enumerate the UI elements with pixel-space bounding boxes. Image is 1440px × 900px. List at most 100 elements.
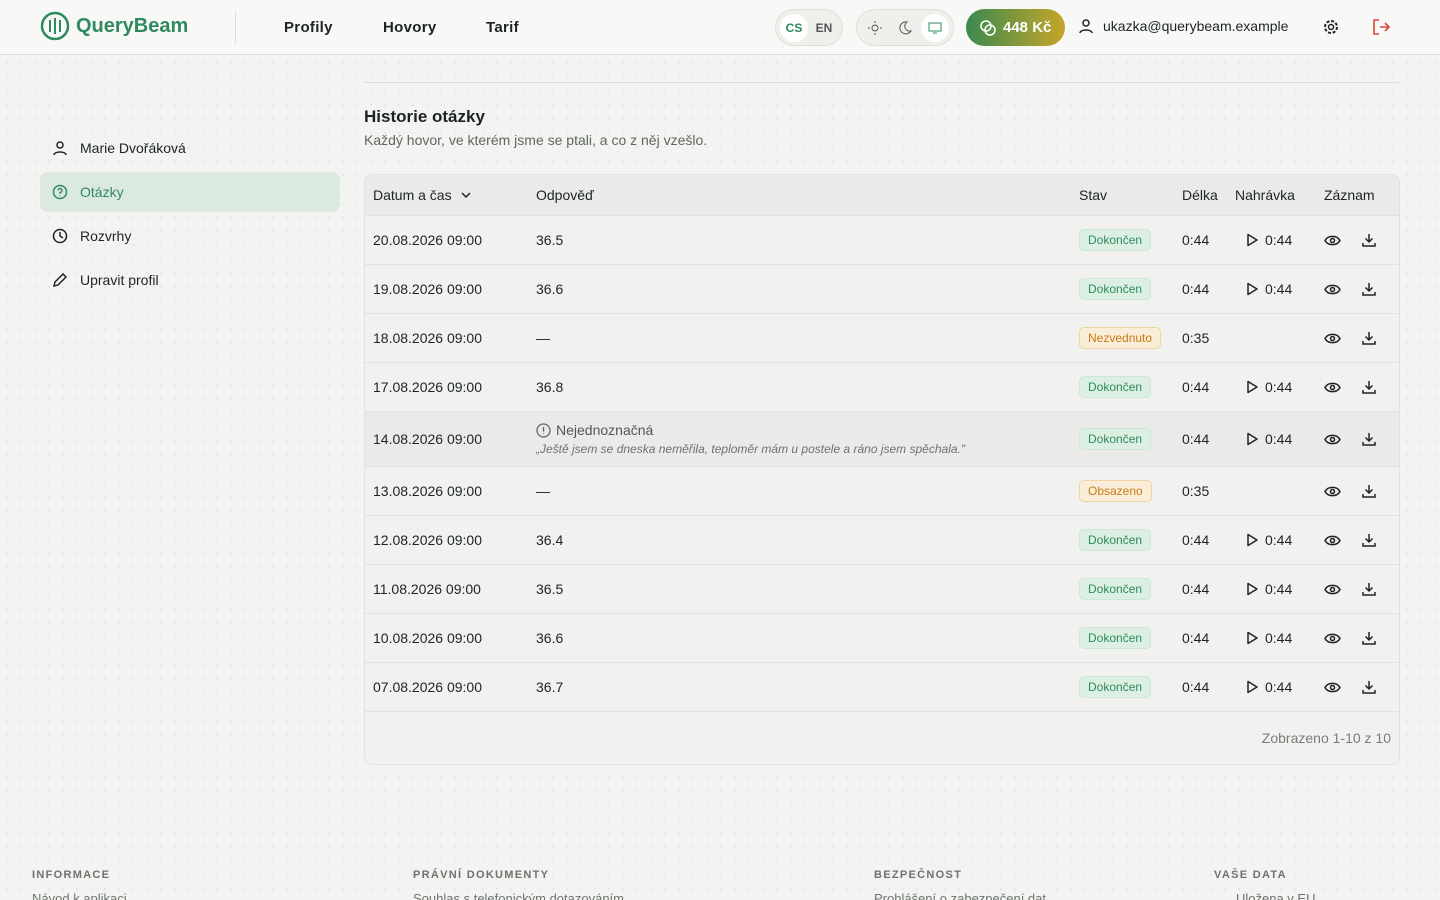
status-badge: Dokončen xyxy=(1079,627,1152,649)
duration: 0:44 xyxy=(1182,431,1210,447)
answer-cell: 36.6 xyxy=(536,281,1079,297)
view-button[interactable] xyxy=(1324,431,1341,448)
download-button[interactable] xyxy=(1361,532,1377,549)
play-button[interactable] xyxy=(1245,533,1259,547)
download-button[interactable] xyxy=(1361,232,1377,249)
footer-heading: BEZPEČNOST xyxy=(874,869,963,881)
sidebar-item[interactable]: Otázky xyxy=(40,172,340,212)
language[interactable]: EN xyxy=(815,20,833,35)
status-cell: Dokončen xyxy=(1079,376,1182,398)
recording-cell: 0:44 xyxy=(1235,379,1324,395)
section-title: Historie otázky xyxy=(364,107,485,126)
settings[interactable] xyxy=(1322,18,1340,36)
view-button[interactable] xyxy=(1324,581,1341,598)
play-button[interactable] xyxy=(1245,680,1259,694)
download-button[interactable] xyxy=(1361,483,1377,500)
play-button[interactable] xyxy=(1245,432,1259,446)
status-cell: Obsazeno xyxy=(1079,480,1182,502)
download-button[interactable] xyxy=(1361,379,1377,396)
answer-quote: „Ještě jsem se dneska neměřila, teploměr… xyxy=(536,442,966,456)
footer-link[interactable]: Prohlášení o zabezpečení dat xyxy=(874,891,1047,900)
download-button[interactable] xyxy=(1361,431,1377,448)
view-button[interactable] xyxy=(1324,630,1341,647)
sort-icon xyxy=(460,189,472,201)
download-button[interactable] xyxy=(1361,581,1377,598)
record-actions xyxy=(1324,581,1399,598)
logout[interactable] xyxy=(1372,18,1390,36)
date: 12.08.2026 09:00 xyxy=(373,532,482,548)
column-header: Nahrávka xyxy=(1235,187,1324,203)
play-button[interactable] xyxy=(1245,582,1259,596)
play-button[interactable] xyxy=(1245,282,1259,296)
play-button[interactable] xyxy=(1245,233,1259,247)
nav-link[interactable]: Hovory xyxy=(383,19,437,36)
download-button[interactable] xyxy=(1361,679,1377,696)
answer-cell: 36.5 xyxy=(536,581,1079,597)
column-header[interactable]: Datum a čas xyxy=(365,187,536,203)
record-actions xyxy=(1324,630,1399,647)
date: 19.08.2026 09:00 xyxy=(373,281,482,297)
column-label: Délka xyxy=(1182,187,1218,203)
view-button[interactable] xyxy=(1324,679,1341,696)
download-button[interactable] xyxy=(1361,281,1377,298)
column-label: Stav xyxy=(1079,187,1108,203)
answer: 36.6 xyxy=(536,630,564,646)
column-label: Záznam xyxy=(1324,187,1375,203)
download-button[interactable] xyxy=(1361,330,1377,347)
nav-link[interactable]: Tarif xyxy=(486,19,519,36)
record-actions xyxy=(1324,330,1399,347)
footer-heading: PRÁVNÍ DOKUMENTY xyxy=(413,869,550,881)
play-button[interactable] xyxy=(1245,380,1259,394)
status-cell: Nezvednuto xyxy=(1079,327,1182,349)
sidebar-item[interactable]: Upravit profil xyxy=(40,260,340,300)
table-summary: Zobrazeno 1-10 z 10 xyxy=(1261,730,1391,746)
column-label: Nahrávka xyxy=(1235,187,1295,203)
theme-light[interactable] xyxy=(861,14,889,42)
answer-cell: 36.4 xyxy=(536,532,1079,548)
date: 14.08.2026 09:00 xyxy=(373,431,482,447)
download-button[interactable] xyxy=(1361,630,1377,647)
recording-cell: 0:44 xyxy=(1235,630,1324,646)
answer: 36.6 xyxy=(536,281,564,297)
duration: 0:44 xyxy=(1182,379,1210,395)
view-button[interactable] xyxy=(1324,330,1341,347)
theme-switch xyxy=(856,9,954,46)
theme-dark[interactable] xyxy=(891,14,919,42)
footer-link[interactable]: Uložena v EU xyxy=(1236,891,1316,900)
table-row: 10.08.2026 09:00 36.6 Dokončen 0:44 0:44 xyxy=(365,614,1399,663)
history-table: Datum a čas Odpověď Stav Délka Nahrávka Zázna… xyxy=(364,174,1400,765)
status-cell: Dokončen xyxy=(1079,529,1182,551)
record-actions xyxy=(1324,679,1399,696)
duration: 0:44 xyxy=(1182,281,1210,297)
sidebar-item[interactable]: Marie Dvořáková xyxy=(40,128,340,168)
view-button[interactable] xyxy=(1324,483,1341,500)
view-button[interactable] xyxy=(1324,379,1341,396)
user-email: ukazka@querybeam.example xyxy=(1103,18,1289,34)
play-button[interactable] xyxy=(1245,631,1259,645)
answer: 36.5 xyxy=(536,581,564,597)
theme-system[interactable] xyxy=(921,13,949,42)
view-button[interactable] xyxy=(1324,532,1341,549)
duration: 0:44 xyxy=(1182,532,1210,548)
recording-cell: 0:44 xyxy=(1235,581,1324,597)
duration: 0:44 xyxy=(1182,679,1210,695)
recording-length: 0:44 xyxy=(1265,581,1293,597)
credit[interactable]: 448 Kč xyxy=(966,9,1065,46)
warning-icon xyxy=(536,422,551,438)
user[interactable]: ukazka@querybeam.example xyxy=(1078,18,1288,34)
table-row: 11.08.2026 09:00 36.5 Dokončen 0:44 0:44 xyxy=(365,565,1399,614)
footer-link[interactable]: Souhlas s telefonickým dotazováním xyxy=(413,891,624,900)
brand[interactable]: QueryBeam xyxy=(40,11,188,41)
nav-link[interactable]: Profily xyxy=(284,19,333,36)
sidebar-item[interactable]: Rozvrhy xyxy=(40,216,340,256)
recording-cell: 0:44 xyxy=(1235,679,1324,695)
date: 13.08.2026 09:00 xyxy=(373,483,482,499)
date: 17.08.2026 09:00 xyxy=(373,379,482,395)
language[interactable]: CS xyxy=(780,13,808,42)
footer-link[interactable]: Návod k aplikaci xyxy=(32,891,127,900)
answer: 36.7 xyxy=(536,679,564,695)
view-button[interactable] xyxy=(1324,281,1341,298)
view-button[interactable] xyxy=(1324,232,1341,249)
